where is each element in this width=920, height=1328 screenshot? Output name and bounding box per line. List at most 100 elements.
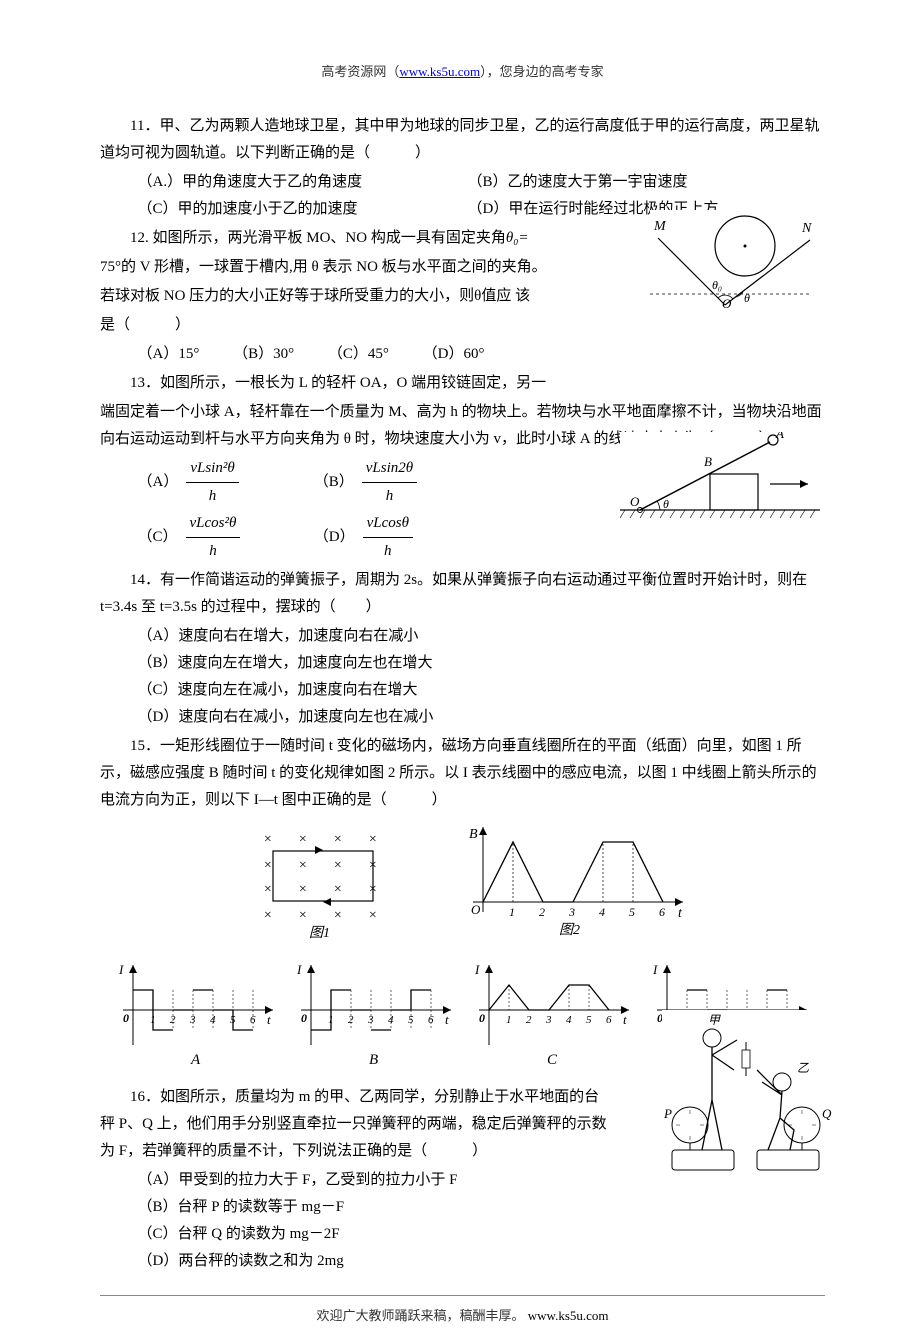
svg-text:×: ×: [333, 882, 342, 897]
svg-text:2: 2: [526, 1014, 532, 1026]
svg-text:O: O: [722, 296, 732, 310]
svg-text:1: 1: [150, 1014, 156, 1026]
page-footer: 欢迎广大教师踊跃来稿，稿酬丰厚。 www.ks5u.com: [100, 1304, 825, 1327]
q12-optD: （D）60°: [423, 341, 485, 368]
svg-text:×: ×: [368, 832, 377, 847]
q12-optC: （C）45°: [328, 341, 389, 368]
svg-text:5: 5: [629, 905, 635, 919]
q14-optD: （D）速度向右在减小，加速度向左也在减小: [100, 704, 825, 731]
svg-text:5: 5: [586, 1014, 592, 1026]
q11-optB: （B）乙的速度大于第一宇宙速度: [468, 169, 688, 196]
svg-text:M: M: [653, 219, 667, 234]
svg-text:图1: 图1: [309, 925, 330, 941]
header-prefix: 高考资源网（: [321, 64, 399, 79]
svg-text:6: 6: [428, 1014, 434, 1026]
q14-optA: （A）速度向右在增大，加速度向右在减小: [100, 623, 825, 650]
svg-text:1: 1: [509, 905, 515, 919]
svg-text:×: ×: [263, 832, 272, 847]
svg-text:4: 4: [210, 1014, 216, 1026]
svg-text:6: 6: [606, 1014, 612, 1026]
svg-text:6: 6: [659, 905, 665, 919]
svg-text:2: 2: [348, 1014, 354, 1026]
q13-optD: （D） vLcosθh: [314, 510, 490, 565]
svg-text:2: 2: [539, 905, 545, 919]
q12-optB: （B）30°: [233, 341, 294, 368]
svg-text:I: I: [296, 962, 302, 977]
q14-stem: 14．有一作简谐运动的弹簧振子，周期为 2s。如果从弹簧振子向右运动通过平衡位置…: [100, 567, 825, 621]
svg-text:B: B: [469, 827, 478, 842]
svg-text:图2: 图2: [559, 922, 580, 938]
q12-stem-4: 是（ ）: [100, 312, 825, 339]
svg-text:O: O: [471, 902, 481, 917]
svg-text:×: ×: [333, 858, 342, 873]
page-header: 高考资源网（www.ks5u.com），您身边的高考专家: [100, 60, 825, 83]
footer-link[interactable]: www.ks5u.com: [528, 1308, 609, 1323]
svg-text:I: I: [118, 962, 124, 977]
svg-text:Q: Q: [822, 1106, 832, 1121]
q13-optA: （A） vLsin²θh: [138, 455, 314, 510]
svg-text:A: A: [775, 432, 784, 441]
svg-text:5: 5: [230, 1014, 236, 1026]
svg-text:×: ×: [298, 832, 307, 847]
q12-optA: （A）15°: [138, 341, 200, 368]
q15-figures-top: ×××× ×××× ×××× ×××× 图1 123456: [100, 822, 825, 952]
svg-text:×: ×: [263, 858, 272, 873]
svg-text:θ₀: θ₀: [712, 278, 722, 292]
svg-text:1: 1: [506, 1014, 512, 1026]
svg-text:×: ×: [333, 832, 342, 847]
q13-optB: （B） vLsin2θh: [314, 455, 490, 510]
q13-figure: A B O θ: [620, 432, 820, 520]
q13-stem-1: 13．如图所示，一根长为 L 的轻杆 OA，O 端用铰链固定，另一: [100, 370, 825, 397]
svg-text:×: ×: [298, 882, 307, 897]
q11-optA: （A.）甲的角速度大于乙的角速度: [138, 169, 468, 196]
svg-text:A: A: [190, 1052, 201, 1068]
svg-text:I: I: [474, 962, 480, 977]
header-suffix: ），您身边的高考专家: [480, 64, 604, 79]
svg-text:×: ×: [368, 858, 377, 873]
q16-optB: （B）台秤 P 的读数等于 mg－F: [100, 1194, 610, 1221]
footer-divider: [100, 1295, 825, 1296]
svg-text:θ: θ: [663, 497, 669, 511]
q11-stem: 11．甲、乙为两颗人造地球卫星，其中甲为地球的同步卫星，乙的运行高度低于甲的运行…: [100, 113, 825, 167]
svg-text:6: 6: [250, 1014, 256, 1026]
q15-stem: 15．一矩形线圈位于一随时间 t 变化的磁场内，磁场方向垂直线圈所在的平面（纸面…: [100, 733, 825, 814]
svg-text:乙: 乙: [797, 1061, 809, 1075]
svg-text:t: t: [623, 1012, 627, 1027]
q11-optC: （C）甲的加速度小于乙的加速度: [138, 196, 468, 223]
q12-options: （A）15° （B）30° （C）45° （D）60°: [100, 341, 825, 368]
footer-text: 欢迎广大教师踊跃来稿，稿酬丰厚。: [316, 1308, 524, 1323]
q16-optC: （C）台秤 Q 的读数为 mg－2F: [100, 1221, 610, 1248]
content: 11．甲、乙为两颗人造地球卫星，其中甲为地球的同步卫星，乙的运行高度低于甲的运行…: [100, 113, 825, 1275]
svg-text:t: t: [267, 1012, 271, 1027]
svg-text:×: ×: [298, 908, 307, 923]
svg-text:O: O: [630, 494, 640, 509]
header-link[interactable]: www.ks5u.com: [399, 64, 480, 79]
svg-text:5: 5: [408, 1014, 414, 1026]
svg-text:P: P: [663, 1106, 672, 1121]
q12-stem-2: 75°的 V 形槽，一球置于槽内,用 θ 表示 NO 板与水平面之间的夹角。: [100, 254, 600, 281]
q12-stem-1: 12. 如图所示，两光滑平板 MO、NO 构成一具有固定夹角θ₀=: [100, 225, 600, 252]
svg-text:×: ×: [368, 908, 377, 923]
svg-text:B: B: [369, 1052, 378, 1068]
svg-text:4: 4: [388, 1014, 394, 1026]
q14-optB: （B）速度向左在增大，加速度向左也在增大: [100, 650, 825, 677]
svg-text:4: 4: [599, 905, 605, 919]
svg-text:×: ×: [298, 858, 307, 873]
svg-text:×: ×: [333, 908, 342, 923]
svg-text:θ: θ: [744, 291, 750, 305]
svg-text:3: 3: [568, 905, 575, 919]
svg-text:×: ×: [263, 882, 272, 897]
svg-text:甲: 甲: [708, 1013, 721, 1027]
q12-stem-3: 若球对板 NO 压力的大小正好等于球所受重力的大小，则θ值应 该: [100, 283, 600, 310]
svg-text:0: 0: [123, 1011, 129, 1025]
svg-text:t: t: [445, 1012, 449, 1027]
q16-optD: （D）两台秤的读数之和为 2mg: [100, 1248, 610, 1275]
svg-text:I: I: [652, 962, 658, 977]
svg-text:B: B: [704, 454, 712, 469]
svg-text:×: ×: [368, 882, 377, 897]
q16-stem: 16．如图所示，质量均为 m 的甲、乙两同学，分别静止于水平地面的台秤 P、Q …: [100, 1084, 610, 1165]
q14-optC: （C）速度向左在减小，加速度向右在增大: [100, 677, 825, 704]
svg-text:t: t: [678, 906, 683, 921]
svg-text:0: 0: [301, 1011, 307, 1025]
svg-text:C: C: [547, 1052, 558, 1068]
